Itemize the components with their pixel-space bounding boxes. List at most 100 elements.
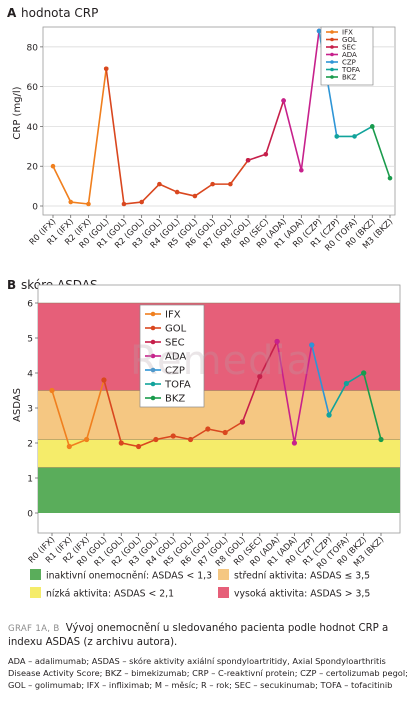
chart-a-point-ada-13 [281, 98, 286, 103]
chart-b-panel-label: B [7, 278, 16, 292]
chart-a-x-ticks: R0 (IFX)R1 (IFX)R2 (IFX)R0 (GOL)R1 (GOL)… [27, 215, 394, 253]
chart-a-point-gol-8 [192, 193, 198, 199]
chart-a-ylabel: CRP (mg/l) [12, 86, 23, 139]
chart-b-band-3 [38, 303, 400, 391]
chart-a-point-sec-11 [245, 157, 251, 163]
chart-a-ytick-80: 80 [27, 43, 39, 53]
watermark: Remedia [130, 338, 313, 384]
chart-a-legend-label-tofa: TOFA [341, 66, 360, 74]
chart-b-ytick-3: 3 [27, 405, 33, 415]
chart-b-legend-marker-bkz [150, 395, 156, 401]
chart-b-series-line-bkz [362, 372, 382, 440]
caption-prefix: GRAF 1A, B [8, 624, 60, 634]
chart-b-point-gol-6 [153, 436, 159, 443]
chart-a-legend-marker-bkz [330, 75, 334, 79]
chart-a-point-sec-12 [263, 151, 269, 157]
chart-a-legend-marker-czp [330, 60, 334, 64]
chart-a-legend-label-ada: ADA [342, 51, 357, 59]
chart-a-series-line-ifx [52, 68, 108, 205]
chart-a-title: hodnota CRP [21, 6, 98, 20]
band-legend-label-1: střední aktivita: ASDAS ≤ 3,5 [234, 571, 370, 582]
band-legend: inaktivní onemocnění: ASDAS < 1,3 střední… [30, 569, 370, 600]
chart-a-legend-label-gol: GOL [342, 36, 357, 44]
chart-b-legend-label-tofa: TOFA [164, 380, 191, 391]
chart-a-legend-marker-ifx [330, 30, 334, 34]
chart-a-series [50, 28, 393, 207]
chart-b-band-1 [38, 439, 400, 468]
chart-a-point-gol-9 [210, 181, 215, 187]
chart-b-series-line-czp [310, 344, 330, 416]
chart-b-legend-marker-ifx [150, 311, 156, 317]
band-legend-label-2: nízká aktivita: ASDAS < 2,1 [46, 589, 174, 600]
chart-b-point-gol-7 [170, 433, 176, 439]
chart-a-point-ifx-2 [86, 201, 91, 207]
chart-a-legend-label-bkz: BKZ [342, 74, 356, 82]
chart-b-ylabel: ASDAS [12, 388, 23, 422]
chart-b-band-2 [38, 390, 400, 440]
chart-b-ytick-4: 4 [27, 370, 33, 380]
chart-b-point-ifx-0 [49, 387, 55, 394]
chart-b-legend-marker-gol [150, 325, 156, 331]
chart-b-point-gol-10 [222, 429, 228, 436]
chart-b-ytick-6: 6 [27, 300, 33, 310]
chart-a-series-line-bkz [371, 126, 391, 179]
chart-b-legend-marker-czp [150, 367, 156, 373]
chart-a-point-czp-15 [316, 28, 322, 34]
chart-b-ytick-1: 1 [27, 475, 33, 485]
chart-a-point-gol-10 [228, 181, 233, 187]
band-legend-swatch-2 [30, 587, 41, 598]
chart-a-y-ticks: 0 20 40 60 80 [27, 43, 43, 213]
chart-b-point-tofa-16 [326, 412, 332, 418]
band-legend-label-3: vysoká aktivita: ASDAS > 3,5 [234, 589, 370, 600]
chart-b-ytick-5: 5 [27, 335, 33, 345]
chart-b-ytick-0: 0 [27, 510, 33, 520]
chart-a-point-ifx-0 [50, 163, 56, 169]
chart-b-point-gol-3 [101, 377, 107, 383]
chart-b-point-ada-14 [291, 440, 298, 446]
chart-b-point-gol-9 [205, 426, 211, 432]
abbreviations: ADA – adalimumab; ASDAS – skóre aktivity… [8, 656, 408, 691]
chart-a-legend-marker-gol [330, 37, 334, 42]
chart-b-legend-marker-tofa [150, 381, 156, 387]
chart-b-ytick-2: 2 [27, 440, 33, 450]
chart-a: A hodnota CRP CRP (mg/l) 0 20 40 60 80 R0 (I… [7, 6, 396, 253]
chart-b-legend-label-czp: CZP [165, 366, 185, 377]
chart-b-point-tofa-17 [343, 380, 349, 387]
chart-b-series [49, 338, 384, 450]
band-legend-swatch-0 [30, 569, 41, 580]
chart-a-legend-marker-ada [330, 52, 334, 57]
chart-a-legend-box [320, 26, 374, 86]
chart-a-point-bkz-18 [369, 124, 375, 129]
chart-a-point-gol-5 [139, 199, 144, 205]
chart-b-legend-label-sec: SEC [165, 338, 185, 349]
chart-b-series-line-ifx [51, 379, 105, 448]
chart-b-point-bkz-18 [361, 370, 367, 376]
band-legend-label-0: inaktivní onemocnění: ASDAS < 1,3 [46, 571, 212, 582]
chart-a-point-tofa-17 [352, 134, 357, 139]
chart-a-legend-label-czp: CZP [342, 59, 356, 67]
chart-b-point-ada-13 [274, 338, 280, 345]
chart-b-legend-marker-ada [150, 353, 156, 359]
chart-a-point-ifx-1 [68, 199, 74, 205]
chart-b-bands [38, 302, 400, 513]
chart-a-point-gol-7 [174, 189, 180, 195]
chart-b-point-ifx-2 [84, 436, 90, 443]
chart-a-ytick-0: 0 [32, 203, 38, 213]
band-legend-swatch-3 [218, 587, 229, 598]
chart-a-point-gol-4 [121, 201, 127, 207]
chart-b-point-gol-5 [135, 443, 142, 450]
chart-b-point-bkz-19 [378, 436, 384, 443]
chart-b-y-ticks: 0 1 2 3 4 5 6 [27, 300, 38, 520]
figure-caption: GRAF 1A, B Vývoj onemocnění u sledovanéh… [8, 622, 410, 649]
chart-a-ytick-20: 20 [27, 163, 39, 173]
chart-a-ytick-40: 40 [27, 123, 39, 133]
chart-b-legend-label-ada: ADA [165, 352, 186, 363]
chart-a-legend-label-sec: SEC [342, 44, 356, 52]
chart-a-ytick-60: 60 [27, 83, 39, 93]
chart-b-point-sec-11 [239, 419, 246, 425]
chart-b-legend: IFX GOL SEC ADA CZP TOFA BKZ [139, 304, 205, 408]
chart-a-point-tofa-16 [334, 134, 340, 139]
